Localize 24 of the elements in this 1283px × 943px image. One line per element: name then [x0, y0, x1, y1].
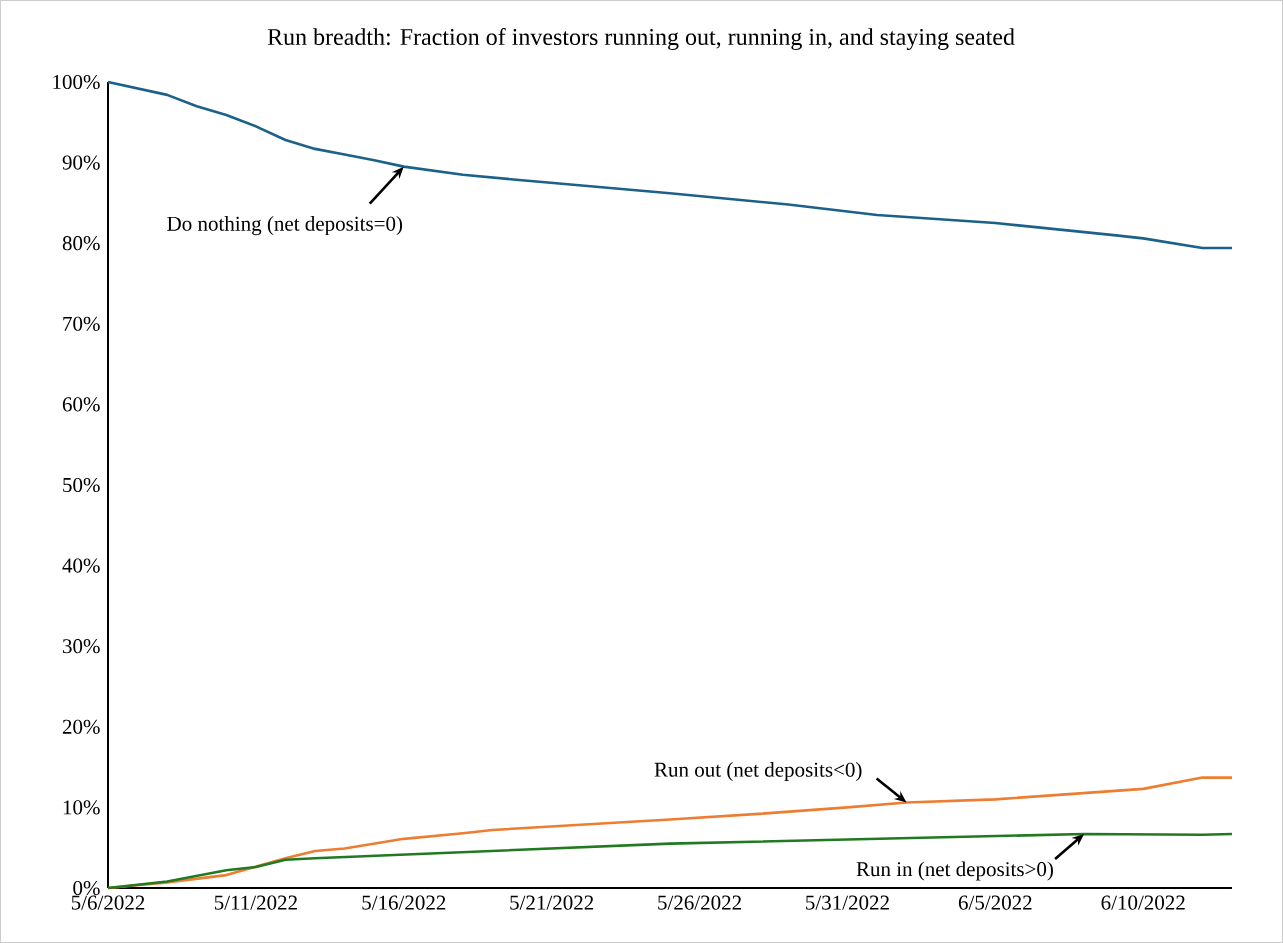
y-tick-label: 30%: [62, 639, 100, 654]
y-tick-label: 100%: [53, 74, 100, 90]
y-tick-label: 50%: [63, 477, 100, 493]
y-tick-label: 60%: [62, 397, 100, 412]
annotation: Run in (net deposits>0): [856, 861, 1053, 881]
x-tick-label: 5/31/2022: [806, 895, 889, 910]
annotation: Do nothing (net deposits=0): [167, 216, 403, 236]
y-tick-label: 0%: [73, 880, 100, 896]
x-tick-label: 5/11/2022: [214, 895, 297, 910]
x-tick-label: 5/6/2022: [71, 895, 145, 910]
y-tick-label: 70%: [63, 316, 100, 331]
y-tick-label: 10%: [63, 800, 100, 815]
x-tick-label: 6/5/2022: [958, 895, 1032, 910]
line-series: [106, 80, 1234, 250]
annotation: Run out (net deposits<0): [654, 762, 862, 782]
y-tick-label: 40%: [62, 558, 100, 573]
y-tick-label: 20%: [62, 719, 100, 734]
chart-title: Run breadth: Fraction of investors running out, running in, and staying seated: [267, 27, 1015, 51]
x-tick-label: 5/21/2022: [510, 895, 594, 910]
x-tick-label: 5/16/2022: [362, 895, 446, 910]
x-tick-label: 5/26/2022: [658, 895, 741, 910]
x-tick-label: 6/10/2022: [1101, 895, 1185, 910]
y-tick-label: 80%: [62, 236, 100, 251]
y-tick-label: 90%: [62, 155, 100, 170]
